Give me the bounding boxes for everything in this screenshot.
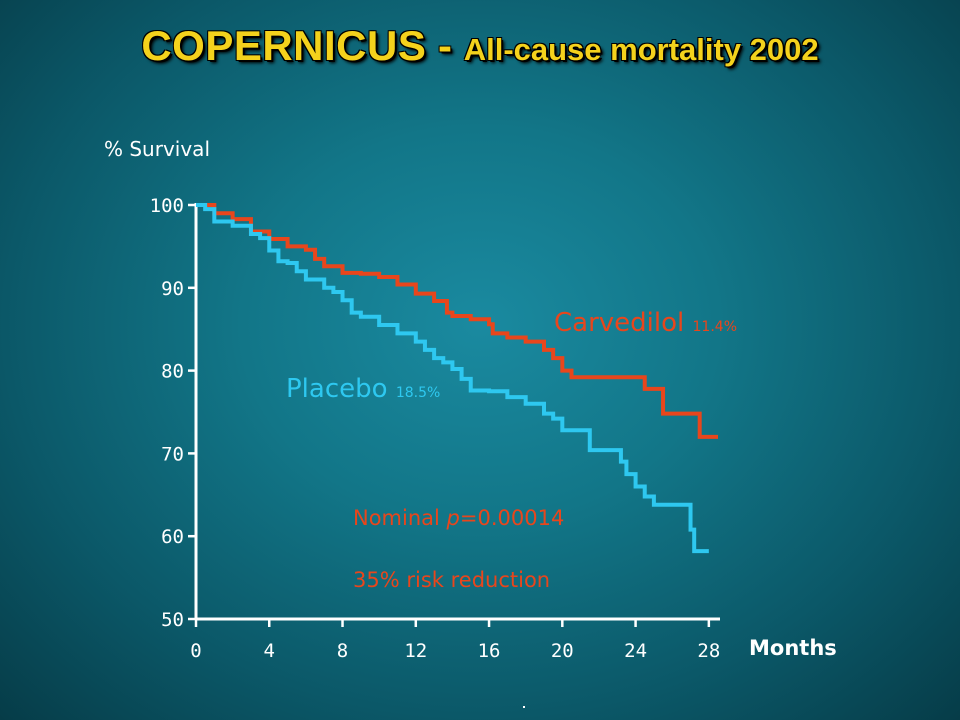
y-tick-label: 60	[161, 526, 184, 548]
x-tick-label: 12	[404, 640, 427, 662]
title-separator: -	[426, 22, 464, 69]
x-tick-label: 8	[337, 640, 348, 662]
risk-reduction-annotation: 35% risk reduction	[353, 568, 551, 592]
p-value-symbol: p	[446, 506, 460, 530]
carvedilol-label: Carvedilol 11.4%	[554, 308, 737, 338]
x-tick-label: 16	[478, 640, 501, 662]
title-main: COPERNICUS	[141, 22, 427, 69]
p-value-number: =0.00014	[459, 506, 565, 530]
chart-series	[196, 203, 718, 554]
footer-dot	[523, 706, 525, 708]
x-tick-label: 0	[190, 640, 201, 662]
carvedilol-name: Carvedilol	[554, 308, 685, 338]
placebo-name: Placebo	[286, 374, 388, 404]
x-tick-label: 20	[551, 640, 574, 662]
x-axis-label: Months	[749, 636, 837, 660]
placebo-label: Placebo 18.5%	[286, 374, 440, 404]
carvedilol-percent: 11.4%	[692, 319, 737, 335]
y-axis-label: % Survival	[104, 137, 210, 161]
carvedilol-series-line	[196, 203, 718, 439]
x-tick-label: 24	[624, 640, 647, 662]
title-subtitle: All-cause mortality 2002	[463, 32, 819, 67]
p-value-prefix: Nominal	[353, 506, 447, 530]
p-value-annotation: Nominal p=0.00014	[353, 506, 564, 530]
y-tick-label: 90	[161, 278, 184, 300]
y-tick-label: 100	[150, 195, 184, 217]
y-tick-label: 70	[161, 443, 184, 465]
placebo-percent: 18.5%	[395, 385, 441, 401]
chart-axes: 50 60 70 80 90 100 0 4 8 12 16 20 24 28	[150, 195, 721, 662]
x-tick-label: 4	[264, 640, 275, 662]
slide-title: COPERNICUS - All-cause mortality 2002	[0, 22, 960, 70]
placebo-series-line	[196, 203, 709, 554]
x-tick-label: 28	[697, 640, 720, 662]
y-tick-label: 80	[161, 361, 184, 383]
y-tick-label: 50	[161, 609, 184, 631]
